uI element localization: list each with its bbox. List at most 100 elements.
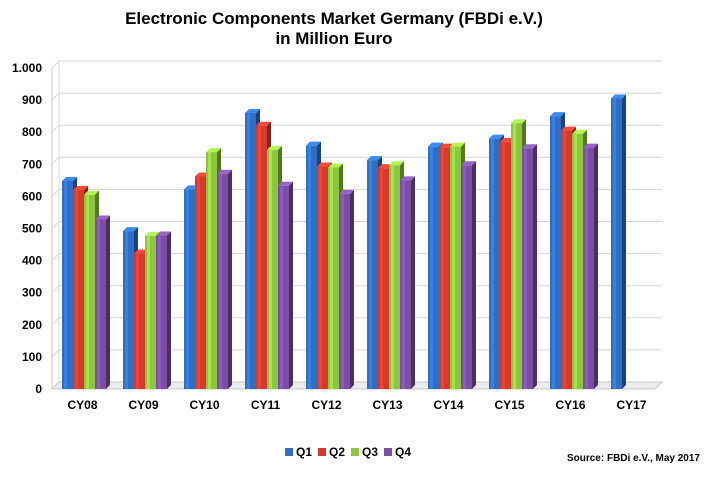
legend-label: Q3 <box>362 445 378 459</box>
bar-highlight <box>391 165 394 389</box>
bar-side <box>228 169 232 389</box>
bar-highlight <box>147 235 150 389</box>
legend-swatch <box>318 448 326 456</box>
y-tick-label: 900 <box>22 93 42 107</box>
bar-front <box>95 219 106 389</box>
bar-side <box>622 94 626 390</box>
y-tick-label: 1.000 <box>12 61 42 75</box>
bar-top <box>561 126 576 131</box>
bar-highlight <box>219 173 222 389</box>
bar-highlight <box>64 180 67 389</box>
bar-top <box>611 94 626 99</box>
bar-side <box>594 143 598 389</box>
bar-top <box>511 119 526 124</box>
bar-top <box>572 129 587 134</box>
bar-front <box>572 133 583 389</box>
legend-label: Q2 <box>329 445 345 459</box>
bar-top <box>522 144 537 149</box>
bar-top <box>389 161 404 166</box>
bar-top <box>450 142 465 147</box>
legend-label: Q1 <box>296 445 312 459</box>
bar-front <box>439 147 450 389</box>
bar-top <box>317 162 332 167</box>
bar-top <box>339 189 354 194</box>
bar-front <box>245 112 256 389</box>
y-tick-label: 700 <box>22 157 42 171</box>
bar-front <box>278 185 289 389</box>
bar-front <box>306 145 317 389</box>
bar-highlight <box>158 235 161 389</box>
bar-side <box>106 215 110 389</box>
bar-top <box>328 163 343 168</box>
bar-front <box>500 141 511 389</box>
bar-highlight <box>613 98 616 390</box>
bar-front <box>267 149 278 389</box>
bar-front <box>511 123 522 389</box>
legend-label: Q4 <box>395 445 411 459</box>
bar-front <box>145 235 156 389</box>
y-tick-label: 300 <box>22 286 42 300</box>
x-tick-label: CY12 <box>311 398 341 412</box>
legend-item-q3: Q3 <box>351 445 378 459</box>
bar-highlight <box>247 112 250 389</box>
bar-front <box>217 173 228 389</box>
y-tick-label: 800 <box>22 125 42 139</box>
source-note: Source: FBDi e.V., May 2017 <box>567 453 700 464</box>
bar-highlight <box>369 160 372 389</box>
bar-highlight <box>452 146 455 389</box>
bar-front <box>583 147 594 389</box>
bar-top <box>461 161 476 166</box>
bar-front <box>611 98 622 390</box>
bar-front <box>367 160 378 389</box>
y-tick-label: 600 <box>22 189 42 203</box>
legend-swatch <box>384 448 392 456</box>
chart-title: Electronic Components Market Germany (FB… <box>125 9 543 28</box>
gridline <box>51 124 662 133</box>
bar-front <box>461 165 472 389</box>
legend-item-q4: Q4 <box>384 445 411 459</box>
bar-q4-cy09 <box>156 231 171 389</box>
bar-highlight <box>524 148 527 389</box>
bar-front <box>184 189 195 389</box>
bar-highlight <box>186 189 189 389</box>
bar-q4-cy10 <box>217 169 232 389</box>
bar-top <box>145 231 160 236</box>
bar-highlight <box>280 185 283 389</box>
bar-top <box>95 215 110 220</box>
bar-top <box>73 185 88 190</box>
y-tick-label: 200 <box>22 318 42 332</box>
bar-side <box>350 189 354 389</box>
bar-q1-cy17 <box>611 94 626 390</box>
bar-highlight <box>208 152 211 389</box>
bar-top <box>428 142 443 147</box>
bar-top <box>156 231 171 236</box>
bar-highlight <box>269 149 272 389</box>
x-tick-label: CY13 <box>372 398 402 412</box>
bar-q4-cy08 <box>95 215 110 389</box>
bar-front <box>206 152 217 389</box>
bar-front <box>256 125 267 389</box>
y-tick-label: 100 <box>22 350 42 364</box>
bar-top <box>256 121 271 126</box>
legend: Q1 Q2 Q3 Q4 <box>285 445 411 459</box>
bar-top <box>489 134 504 139</box>
bar-front <box>328 167 339 389</box>
bar-front <box>522 148 533 389</box>
bar-front <box>378 168 389 389</box>
bar-highlight <box>97 219 100 389</box>
bar-q4-cy16 <box>583 143 598 389</box>
gridline <box>51 92 662 101</box>
bar-highlight <box>402 180 405 389</box>
bar-side <box>167 231 171 389</box>
bar-q4-cy14 <box>461 161 476 389</box>
y-tick-label: 500 <box>22 222 42 236</box>
bar-highlight <box>513 123 516 389</box>
bar-top <box>206 148 221 153</box>
bar-side <box>472 161 476 389</box>
bar-highlight <box>258 125 261 389</box>
bar-front <box>123 231 134 389</box>
bar-top <box>267 145 282 150</box>
bar-top <box>306 141 321 146</box>
bar-highlight <box>502 141 505 389</box>
